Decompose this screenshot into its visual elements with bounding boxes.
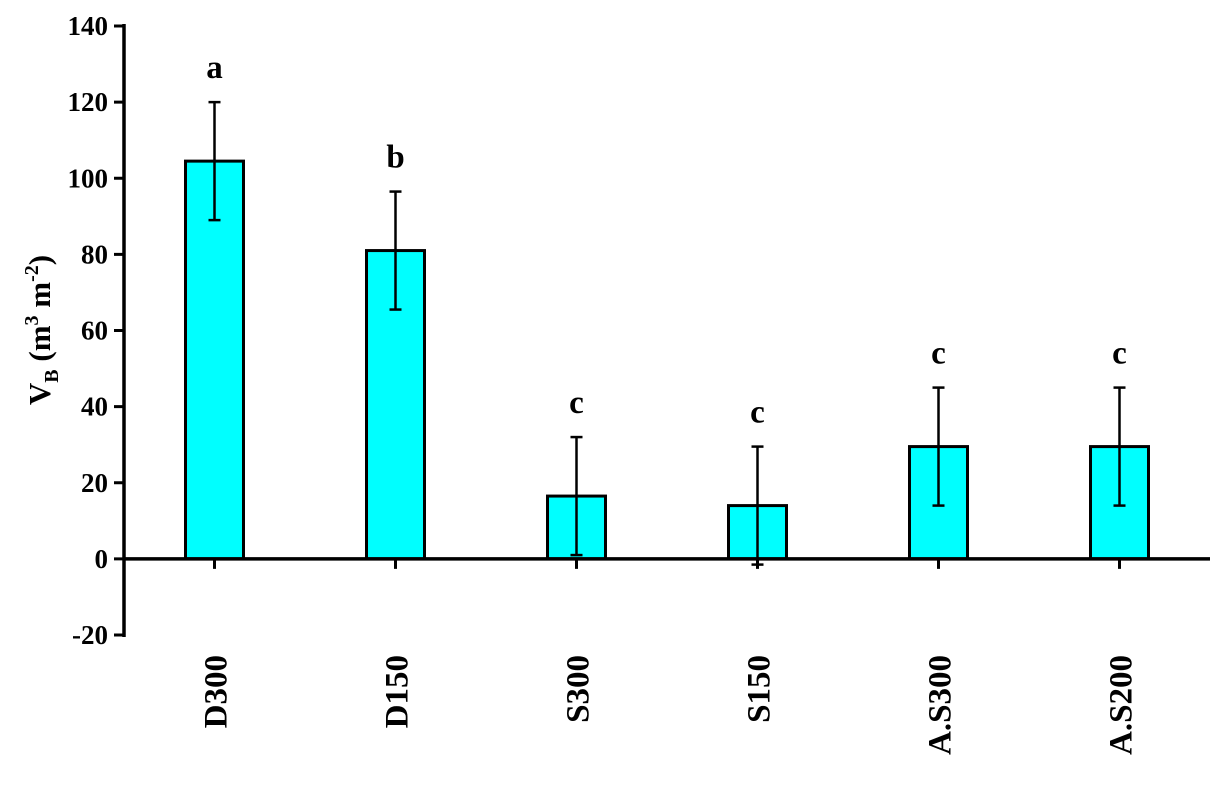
y-label-subscript: B [41,369,63,382]
y-label-superscript-1: 3 [21,315,43,325]
category-label: S300 [561,655,597,723]
y-label-main: V [22,382,57,405]
y-tick-label: -20 [72,620,108,650]
y-tick-label: 60 [81,316,108,346]
category-label: D300 [199,655,235,728]
svg-text:VB (m3 m-2): VB (m3 m-2) [21,255,63,405]
y-label-units-mid: m [22,282,57,316]
y-tick-label: 0 [95,544,109,574]
y-label-units-close: ) [22,255,57,265]
category-label: A.S200 [1104,655,1140,755]
category-label: D150 [380,655,416,728]
y-label-units-open: (m [22,325,57,369]
significance-letter: c [931,336,946,372]
y-tick-label: 40 [81,392,108,422]
y-tick-label: 100 [68,163,109,193]
significance-letter: b [386,140,404,176]
y-tick-label: 120 [68,87,109,117]
category-label: S150 [742,655,778,723]
y-tick-label: 80 [81,239,108,269]
y-label-superscript-2: -2 [21,265,43,282]
y-tick-label: 140 [68,11,109,41]
category-label: A.S300 [923,655,959,755]
significance-letter: c [569,385,584,421]
y-tick-label: 20 [81,468,108,498]
significance-letter: a [206,50,223,86]
significance-letter: c [1112,336,1127,372]
significance-letter: c [750,395,765,431]
plot-area: a b c c c c -20 0 20 40 60 80 100 120 140 D300 D150 S300 S… [68,11,1210,755]
bar [184,159,245,561]
y-axis-label: VB (m3 m-2) [21,255,63,405]
